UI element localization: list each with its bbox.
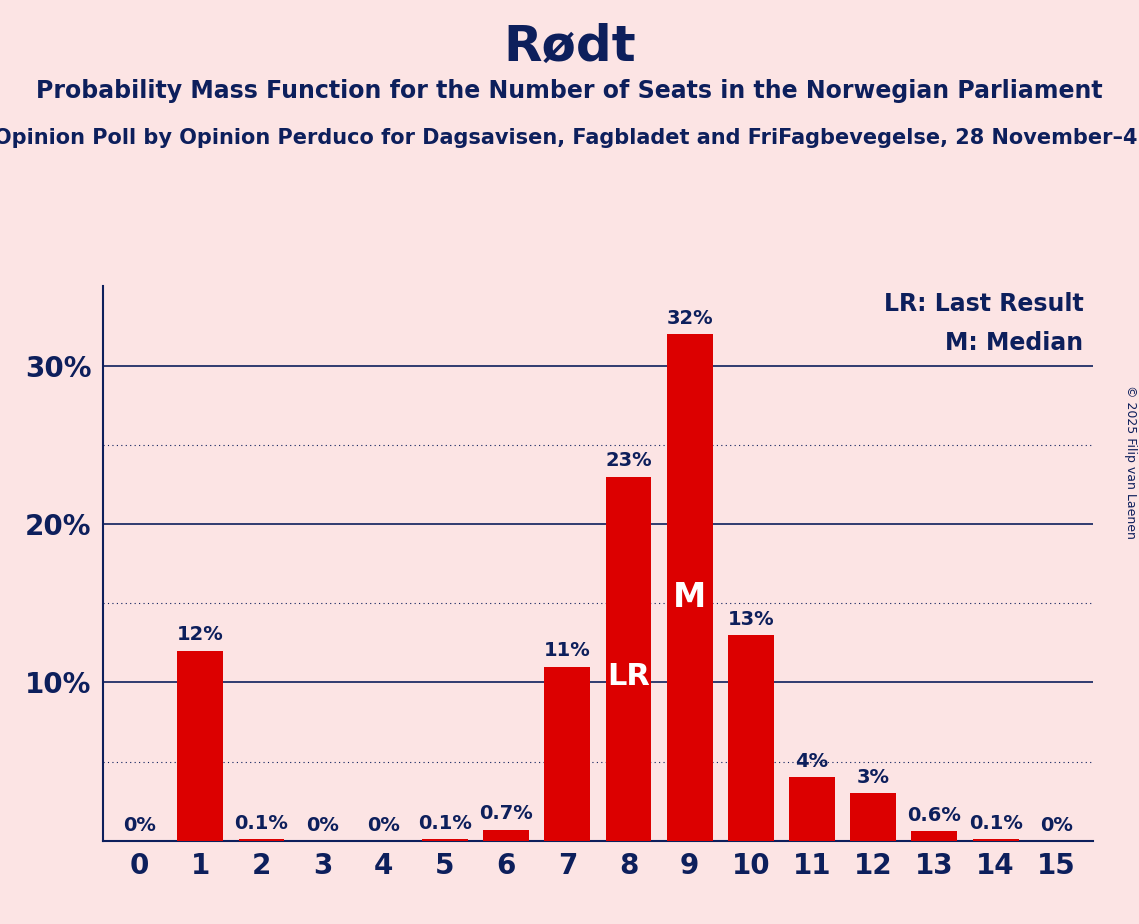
Bar [973,839,1018,841]
Bar [851,794,896,841]
Bar [238,839,285,841]
Text: 0.1%: 0.1% [235,814,288,833]
Bar [544,666,590,841]
Text: 23%: 23% [605,451,652,470]
Text: LR: LR [607,663,650,691]
Bar [606,477,652,841]
Bar [423,839,468,841]
Text: 0.1%: 0.1% [418,814,472,833]
Bar [789,777,835,841]
Text: 0.1%: 0.1% [968,814,1023,833]
Text: 32%: 32% [666,309,713,328]
Text: M: M [673,581,706,614]
Bar [178,650,223,841]
Text: Probability Mass Function for the Number of Seats in the Norwegian Parliament: Probability Mass Function for the Number… [36,79,1103,103]
Text: 0.7%: 0.7% [480,805,533,823]
Bar [666,334,713,841]
Text: 13%: 13% [728,610,775,628]
Text: 0%: 0% [368,816,400,835]
Text: LR: Last Result: LR: Last Result [884,292,1083,316]
Text: 3%: 3% [857,768,890,787]
Bar [911,832,958,841]
Text: 0%: 0% [123,816,156,835]
Text: Rødt: Rødt [503,23,636,71]
Text: 0.6%: 0.6% [908,806,961,825]
Text: M: Median: M: Median [945,331,1083,355]
Bar [483,830,530,841]
Text: 0%: 0% [1040,816,1073,835]
Text: Opinion Poll by Opinion Perduco for Dagsavisen, Fagbladet and FriFagbevegelse, 2: Opinion Poll by Opinion Perduco for Dags… [0,128,1138,148]
Text: 0%: 0% [306,816,339,835]
Text: 12%: 12% [177,626,223,644]
Bar [728,635,773,841]
Text: 4%: 4% [795,752,829,772]
Text: © 2025 Filip van Laenen: © 2025 Filip van Laenen [1124,385,1137,539]
Text: 11%: 11% [544,641,591,661]
